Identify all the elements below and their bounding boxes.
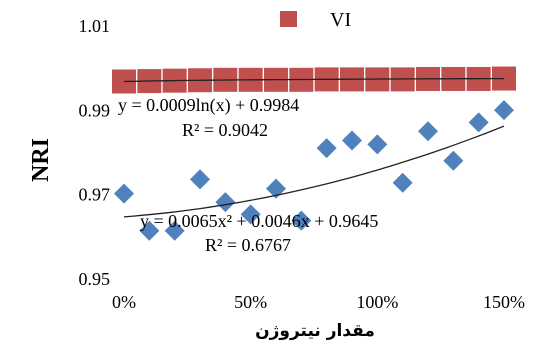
y-tick-label: 1.01 <box>79 16 111 36</box>
vi-trend-r2: R² = 0.9042 <box>182 120 268 140</box>
diamond-trendline <box>123 125 505 218</box>
diamond-point <box>266 178 286 199</box>
blue-trend-r2: R² = 0.6767 <box>205 235 291 255</box>
diamond-point <box>190 169 210 190</box>
diamond-point <box>494 100 514 121</box>
legend-label-vi: VI <box>330 9 351 31</box>
vi-trendline <box>123 77 504 83</box>
diamond-point <box>316 138 337 159</box>
diamond-series <box>114 100 514 241</box>
trendlines <box>123 77 505 218</box>
y-tick-labels: 0.95 0.97 0.99 1.01 <box>79 16 111 289</box>
diamond-point <box>291 210 312 231</box>
diamond-point <box>392 172 413 193</box>
legend-swatch-vi <box>280 11 297 27</box>
vi-trend-equation: y = 0.0009ln(x) + 0.9984 <box>118 95 299 116</box>
diamond-point <box>240 204 261 225</box>
y-tick-label: 0.99 <box>79 100 111 120</box>
x-tick-label: 50% <box>234 292 267 312</box>
diamond-point <box>215 192 236 213</box>
legend: VI <box>280 9 351 31</box>
x-tick-labels: 0% 50% 100% 150% <box>112 292 525 312</box>
diamond-point <box>468 112 489 133</box>
x-tick-label: 150% <box>483 292 525 312</box>
x-tick-label: 100% <box>356 292 398 312</box>
y-tick-label: 0.97 <box>79 185 111 205</box>
diamond-point <box>164 220 185 241</box>
y-axis-title: NRI <box>28 138 54 182</box>
x-tick-label: 0% <box>112 292 136 312</box>
diamond-point <box>443 150 464 171</box>
blue-trend-equation: y = 0.0065x² + 0.0046x + 0.9645 <box>140 211 378 231</box>
diamond-point <box>418 121 438 142</box>
y-tick-label: 0.95 <box>79 269 111 289</box>
diamond-point <box>367 134 388 155</box>
x-axis-title: مقدار نیتروژن <box>255 321 375 341</box>
diamond-point <box>342 130 362 151</box>
diamond-point <box>114 183 134 204</box>
diamond-point <box>139 220 160 241</box>
